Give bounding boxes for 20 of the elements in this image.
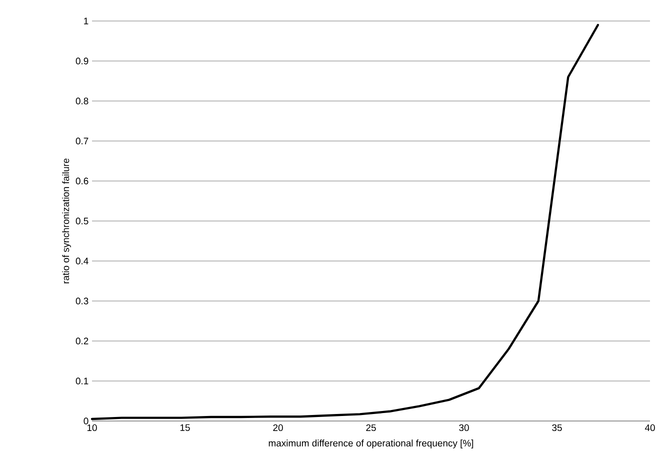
- y-tick-label: 0.4: [76, 258, 88, 264]
- x-tick-label: 10: [87, 424, 97, 432]
- x-tick-label: 30: [459, 424, 469, 432]
- y-tick-label: 0.8: [76, 98, 88, 104]
- x-axis-title: maximum difference of operational frequency [%]: [268, 440, 474, 448]
- x-tick-label: 40: [644, 424, 655, 432]
- y-tick-label: 0.1: [76, 378, 88, 384]
- x-tick-label: 15: [180, 424, 190, 431]
- y-tick-label: 0.9: [76, 58, 88, 64]
- x-tick-label: 25: [366, 424, 376, 432]
- y-tick-label: 0.6: [76, 178, 88, 184]
- y-tick-label: 0.7: [76, 138, 88, 144]
- y-tick-label: 0.2: [76, 338, 88, 344]
- y-tick-label: 0.3: [76, 298, 88, 304]
- x-tick-label: 35: [552, 424, 562, 432]
- y-tick-label: 0: [84, 418, 88, 424]
- y-tick-label: 0.5: [76, 218, 88, 224]
- y-tick-label: 1: [84, 18, 88, 24]
- x-tick-label: 20: [273, 424, 283, 432]
- y-axis-title: ratio of synchronization failure: [62, 158, 71, 284]
